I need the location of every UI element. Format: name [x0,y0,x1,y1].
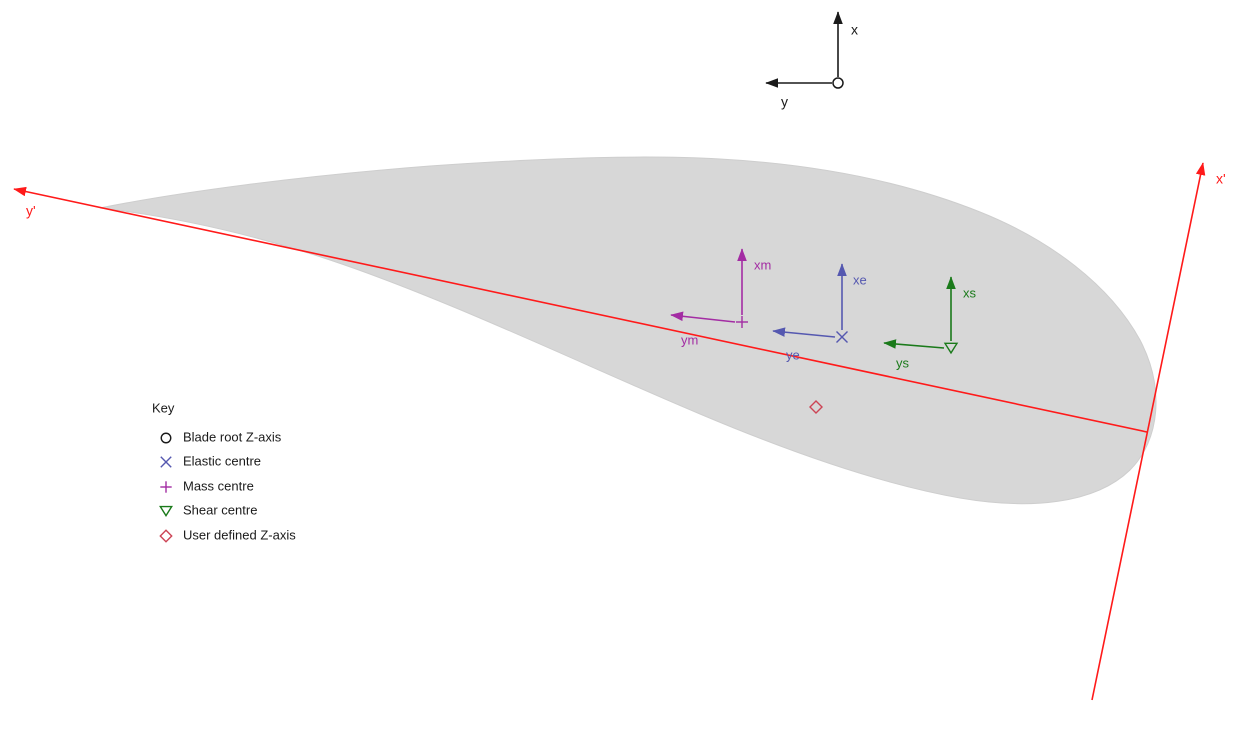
elastic-centre-axes-y-label: ye [786,347,800,362]
key-legend: Key Blade root Z-axis Elastic centre Mass … [152,400,296,543]
key-item-triangle-down: Shear centre [159,502,257,517]
key-item-label: Blade root Z-axis [183,429,282,444]
key-item-label: Elastic centre [183,453,261,468]
elastic-centre-axes: xe ye [772,263,867,362]
user-defined-prime-axes: x' y' [13,162,1226,701]
mass-centre-axes: xm ym [670,248,771,347]
key-items-layer: Blade root Z-axis Elastic centre Mass cent… [159,429,296,543]
key-item-plus: Mass centre [160,478,254,493]
blade-root-axis-system: x y [765,11,858,110]
shear-centre-axes-y-arrow [883,339,945,349]
key-item-label: Shear centre [183,502,257,517]
plus-icon [160,481,172,493]
root-y-axis-label: y [781,94,788,110]
mass-centre-axes-y-arrow [670,311,736,323]
local-axis-triads-layer: xm ym xe ye xs ys [670,248,977,370]
cross-icon [836,331,848,343]
circle-icon [160,432,172,444]
shear-centre-axes-y-label: ys [896,355,910,370]
root-x-axis-label: x [851,22,858,38]
y-prime-axis-line [13,186,1148,433]
x-prime-axis-line [1091,162,1206,701]
cross-icon [160,456,172,468]
aerofoil-section-shape [99,156,1157,505]
elastic-centre-axes-y-arrow [772,327,836,338]
shear-centre-axes: xs ys [883,276,977,370]
key-item-cross: Elastic centre [160,453,261,468]
key-item-diamond: User defined Z-axis [159,527,296,543]
key-item-circle: Blade root Z-axis [160,429,282,444]
triangle-down-icon [943,342,959,355]
plus-icon [736,316,748,328]
diamond-icon [159,529,173,543]
diamond-icon [809,400,823,414]
key-item-label: User defined Z-axis [183,527,296,542]
triangle-down-icon [159,505,173,517]
key-title: Key [152,400,175,415]
elastic-centre-axes-x-label: xe [853,272,867,287]
user-defined-z-axis-marker [809,400,823,414]
key-item-label: Mass centre [183,478,254,493]
mass-centre-axes-x-label: xm [754,257,771,272]
blade-root-z-axis-circle-icon [832,77,844,89]
shear-centre-axes-x-label: xs [963,285,977,300]
mass-centre-axes-y-label: ym [681,332,698,347]
x-prime-axis-label: x' [1216,171,1226,187]
y-prime-axis-label: y' [26,203,36,219]
